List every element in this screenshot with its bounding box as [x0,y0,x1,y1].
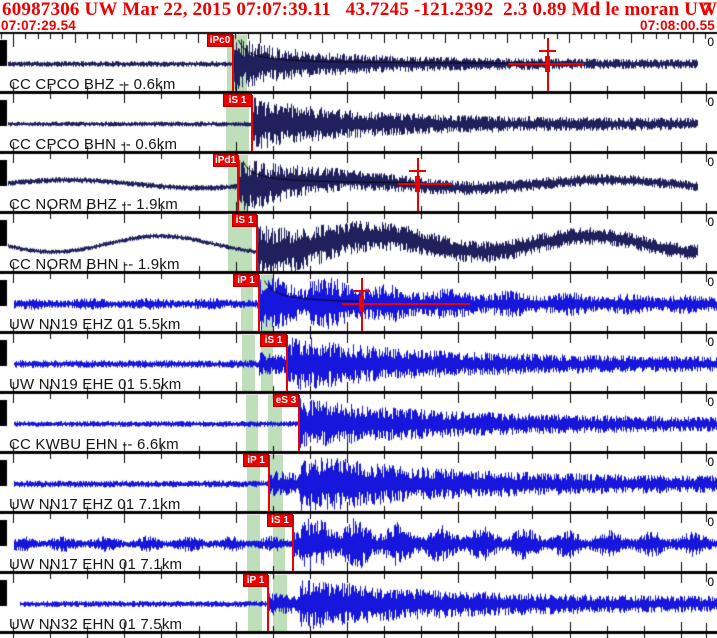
phase-pick-line[interactable] [237,155,239,211]
trace-panel[interactable]: iS 1 CC CPCO BHN -- 0.6km 0 [0,94,717,154]
coda-top-dash [409,170,426,172]
amplitude-scale-label: 0 [707,395,714,409]
phase-pick-flag[interactable]: iP 1 [243,454,269,467]
station-label: CC NORM BHZ -- 1.9km [9,196,178,213]
phase-pick-line[interactable] [258,275,260,331]
trace-panel[interactable]: iPc0 CC CPCO BHZ -- 0.6km 0 [0,34,717,94]
phase-pick-line[interactable] [292,515,294,571]
amplitude-scale-label: 0 [707,455,714,469]
phase-pick-flag[interactable]: iPc0 [207,34,233,47]
amplitude-scale-label: 0 [707,575,714,589]
phase-pick-line[interactable] [268,455,270,511]
amplitude-scale-label: 0 [707,215,714,229]
trace-panel[interactable]: iP 1 UW NN17 EHZ 01 7.1km 0 [0,454,717,514]
phase-pick-flag[interactable]: iP 1 [233,274,259,287]
trace-panel[interactable]: iPd1 CC NORM BHZ -- 1.9km 0 [0,154,717,214]
trace-panel[interactable]: iP 1 UW NN19 EHZ 01 5.5km 0 [0,274,717,334]
phase-pick-line[interactable] [267,575,269,631]
station-label: UW NN19 EHE 01 5.5km [9,376,182,393]
station-label: CC CPCO BHN -- 0.6km [9,136,178,153]
phase-pick-flag[interactable]: iPd1 [213,154,238,167]
trace-panel[interactable]: iS 1 UW NN19 EHE 01 5.5km 0 [0,334,717,394]
station-label: UW NN17 EHN 01 7.1km [9,556,183,573]
coda-top-dash [539,50,556,52]
phase-pick-line[interactable] [251,95,253,151]
phase-pick-line[interactable] [286,335,288,391]
coda-center-blob [359,296,364,312]
amplitude-scale-label: 0 [707,155,714,169]
station-label: CC CPCO BHZ -- 0.6km [9,76,176,93]
station-label: UW NN17 EHZ 01 7.1km [9,496,181,513]
coda-center-blob [545,56,550,72]
amplitude-scale-label: 0 [707,95,714,109]
phase-pick-flag[interactable]: iS 1 [232,214,257,227]
trace-panel[interactable]: eS 3 CC KWBU EHN -- 6.6km 0 [0,394,717,454]
phase-pick-line[interactable] [232,35,234,91]
coda-top-dash [353,290,370,292]
amplitude-scale-label: 0 [707,275,714,289]
trace-panel[interactable]: iS 1 CC NORM BHN -- 1.9km 0 [0,214,717,274]
phase-pick-flag[interactable]: eS 3 [273,394,299,407]
phase-pick-flag[interactable]: iS 1 [223,94,252,107]
phase-pick-flag[interactable]: iP 1 [243,574,268,587]
amplitude-scale-label: 0 [707,515,714,529]
station-label: UW NN19 EHZ 01 5.5km [9,316,181,333]
station-label: CC KWBU EHN -- 6.6km [9,436,179,453]
amplitude-scale-label: 0 [707,335,714,349]
phase-pick-flag[interactable]: iS 1 [260,334,287,347]
phase-pick-line[interactable] [298,395,300,451]
phase-pick-line[interactable] [256,215,258,271]
trace-panel[interactable]: iP 1 UW NN32 EHN 01 7.5km 0 [0,574,717,634]
phase-pick-flag[interactable]: iS 1 [267,514,293,527]
coda-horizontal-line [342,303,470,305]
station-label: CC NORM BHN -- 1.9km [9,256,180,273]
station-label: UW NN32 EHN 01 7.5km [9,616,183,633]
amplitude-scale-label: 0 [707,35,714,49]
trace-panel[interactable]: iS 1 UW NN17 EHN 01 7.1km 0 [0,514,717,574]
coda-horizontal-line [398,183,452,185]
coda-center-blob [415,176,420,192]
